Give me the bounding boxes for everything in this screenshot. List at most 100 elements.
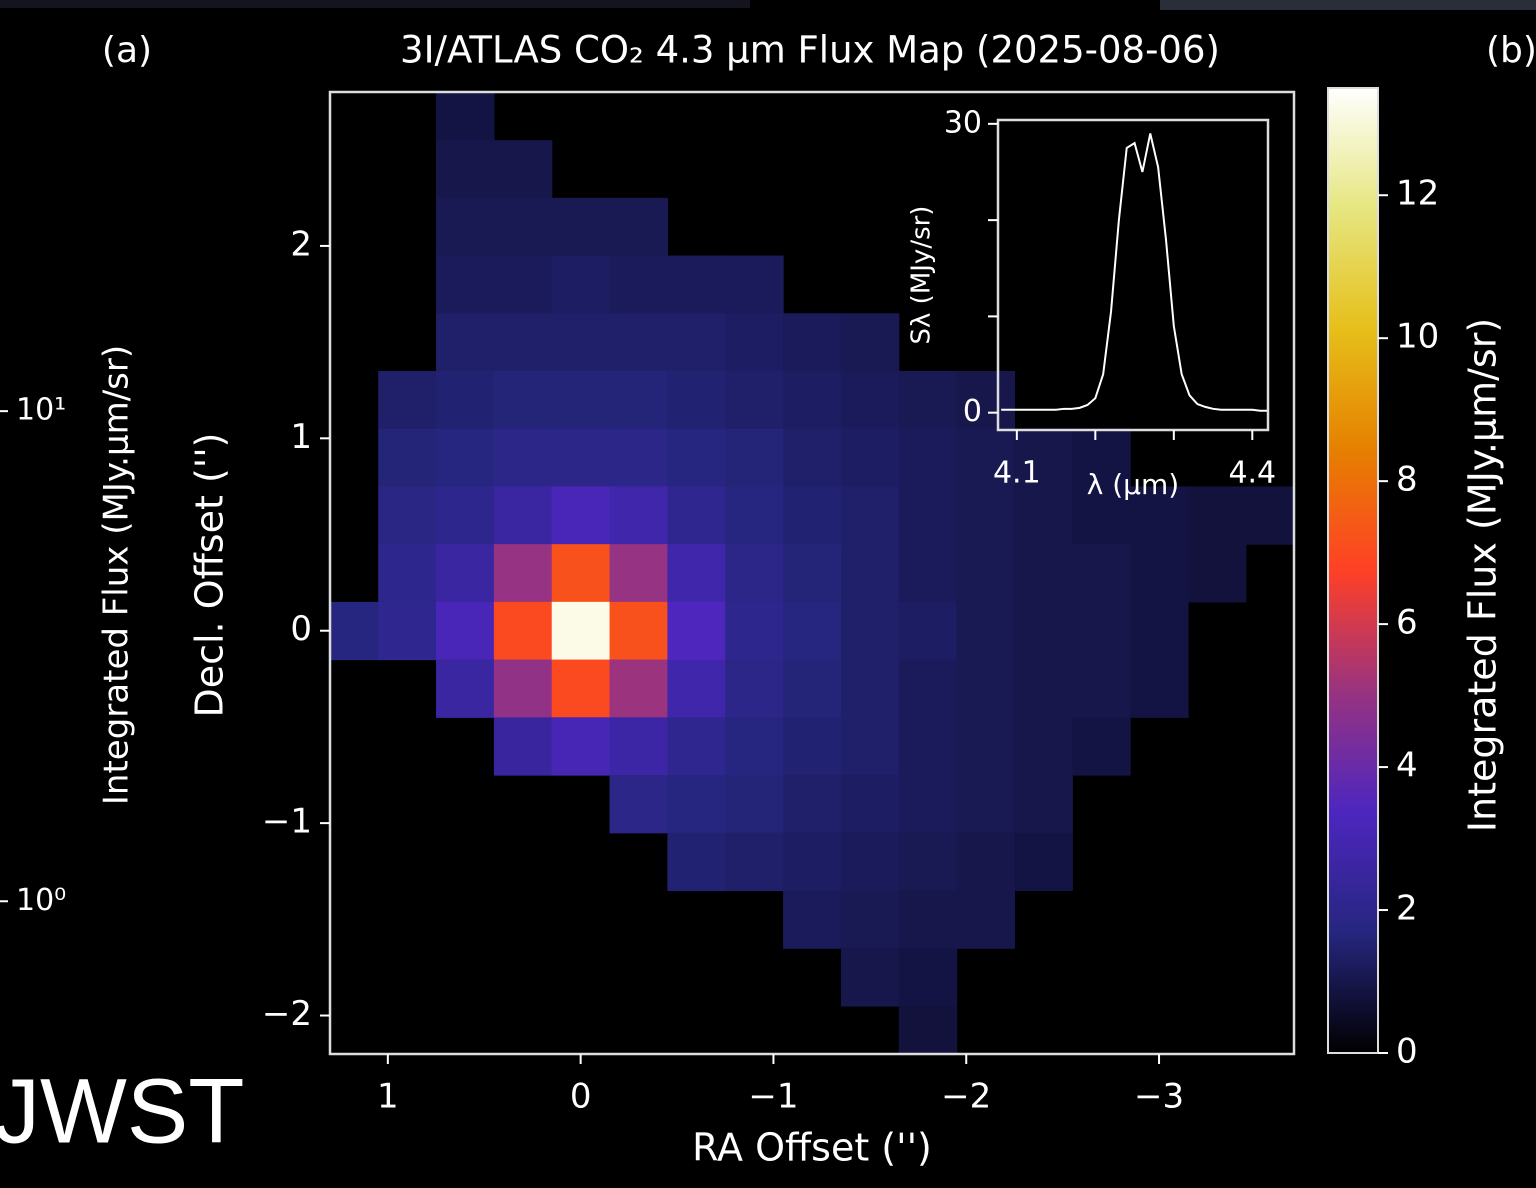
heatmap-cell	[841, 890, 899, 948]
heatmap-cell	[841, 948, 899, 1006]
heatmap-cell	[552, 660, 610, 718]
colorbar-tick-label: 4	[1396, 746, 1418, 786]
heatmap-cell	[725, 660, 783, 718]
heatmap-cell	[610, 544, 668, 602]
heatmap-cell	[783, 371, 841, 429]
watermark: JWST	[0, 1060, 244, 1162]
heatmap-cell	[610, 313, 668, 371]
colorbar-tick-label: 2	[1396, 889, 1418, 929]
heatmap-cell	[1014, 486, 1072, 544]
heatmap-cell	[494, 371, 552, 429]
panel-label: (a)	[102, 30, 152, 71]
y-tick-label: −1	[262, 802, 312, 842]
heatmap-cell	[667, 544, 725, 602]
heatmap-cell	[610, 198, 668, 256]
heatmap-cell	[725, 313, 783, 371]
heatmap-cell	[436, 313, 494, 371]
heatmap-cell	[783, 313, 841, 371]
heatmap-cell	[552, 371, 610, 429]
heatmap-cell	[494, 717, 552, 775]
heatmap-cell	[783, 775, 841, 833]
heatmap-cell	[494, 198, 552, 256]
y-tick-label: 1	[290, 417, 312, 457]
heatmap-cell	[783, 544, 841, 602]
heatmap-cell	[957, 544, 1015, 602]
heatmap-cell	[899, 660, 957, 718]
y-tick-label: 10¹	[16, 393, 66, 428]
heatmap-cell	[957, 717, 1015, 775]
heatmap-cell	[1072, 602, 1130, 660]
heatmap-cell	[610, 602, 668, 660]
heatmap-cell	[667, 833, 725, 891]
heatmap-cell	[957, 660, 1015, 718]
x-tick-label: −2	[941, 1077, 991, 1117]
heatmap-cell	[494, 660, 552, 718]
heatmap-cell	[899, 890, 957, 948]
heatmap-cell	[552, 544, 610, 602]
heatmap-cell	[1188, 544, 1246, 602]
heatmap-cell	[436, 198, 494, 256]
heatmap-cell	[552, 256, 610, 314]
heatmap-cell	[1130, 602, 1188, 660]
heatmap-cell	[725, 717, 783, 775]
top-strip	[0, 0, 750, 8]
heatmap-cell	[552, 198, 610, 256]
heatmap-cell	[841, 660, 899, 718]
heatmap-cell	[899, 775, 957, 833]
heatmap-cell	[899, 948, 957, 1006]
heatmap-cell	[667, 429, 725, 487]
heatmap-cell	[783, 486, 841, 544]
heatmap-cell	[436, 140, 494, 198]
heatmap-cell	[610, 429, 668, 487]
heatmap-cell	[494, 602, 552, 660]
heatmap-cell	[552, 486, 610, 544]
heatmap-cell	[610, 486, 668, 544]
x-tick-label: 0	[570, 1077, 592, 1117]
heatmap-cell	[667, 486, 725, 544]
heatmap-cell	[957, 486, 1015, 544]
heatmap-cell	[899, 486, 957, 544]
heatmap-cell	[552, 313, 610, 371]
panel-label: (b)	[1486, 30, 1536, 71]
heatmap-cell	[552, 717, 610, 775]
heatmap-cell	[899, 544, 957, 602]
colorbar-tick-label: 8	[1396, 460, 1418, 500]
x-axis-label: RA Offset ('')	[692, 1126, 932, 1170]
heatmap-cell	[899, 717, 957, 775]
y-axis-label: Integrated Flux (MJy.μm/sr)	[97, 345, 137, 805]
heatmap-cell	[667, 313, 725, 371]
heatmap-cell	[610, 660, 668, 718]
heatmap-cell	[783, 602, 841, 660]
chart-title: 3I/ATLAS CO₂ 4.3 μm Flux Map (2025-08-06…	[400, 29, 1220, 72]
heatmap-cell	[957, 833, 1015, 891]
heatmap-cell	[436, 371, 494, 429]
heatmap-cell	[1072, 544, 1130, 602]
heatmap-cell	[1188, 486, 1246, 544]
heatmap-cell	[841, 371, 899, 429]
heatmap-cell	[494, 429, 552, 487]
heatmap-cell	[725, 486, 783, 544]
heatmap-cell	[378, 544, 436, 602]
colorbar-tick-label: 0	[1396, 1032, 1418, 1072]
x-tick-label: −3	[1134, 1077, 1184, 1117]
y-tick-label: 10⁰	[16, 883, 66, 918]
heatmap-cell	[725, 833, 783, 891]
y-tick-label: 30	[944, 105, 982, 140]
heatmap-cell	[783, 717, 841, 775]
figure: (a) (b) 3I/ATLAS CO₂ 4.3 μm Flux Map (20…	[0, 0, 1536, 1188]
heatmap-cell	[1014, 833, 1072, 891]
heatmap-cell	[1014, 602, 1072, 660]
heatmap-cell	[1014, 660, 1072, 718]
heatmap-cell	[378, 486, 436, 544]
heatmap-cell	[957, 602, 1015, 660]
colorbar-tick-label: 10	[1396, 317, 1439, 357]
heatmap-cell	[899, 833, 957, 891]
heatmap-cell	[378, 429, 436, 487]
heatmap-cell	[494, 140, 552, 198]
x-tick-label: 4.1	[993, 456, 1041, 491]
heatmap-cell	[610, 256, 668, 314]
heatmap-cell	[610, 371, 668, 429]
heatmap-cell	[436, 660, 494, 718]
heatmap-cell	[841, 313, 899, 371]
heatmap-cell	[957, 775, 1015, 833]
